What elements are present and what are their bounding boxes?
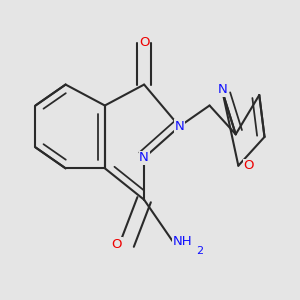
Text: 2: 2 [196,246,203,256]
Text: O: O [139,36,149,49]
Text: O: O [111,238,122,251]
Text: N: N [139,152,149,164]
Text: NH: NH [173,235,193,248]
Text: N: N [218,83,227,96]
Text: O: O [244,159,254,172]
Text: N: N [175,120,184,133]
